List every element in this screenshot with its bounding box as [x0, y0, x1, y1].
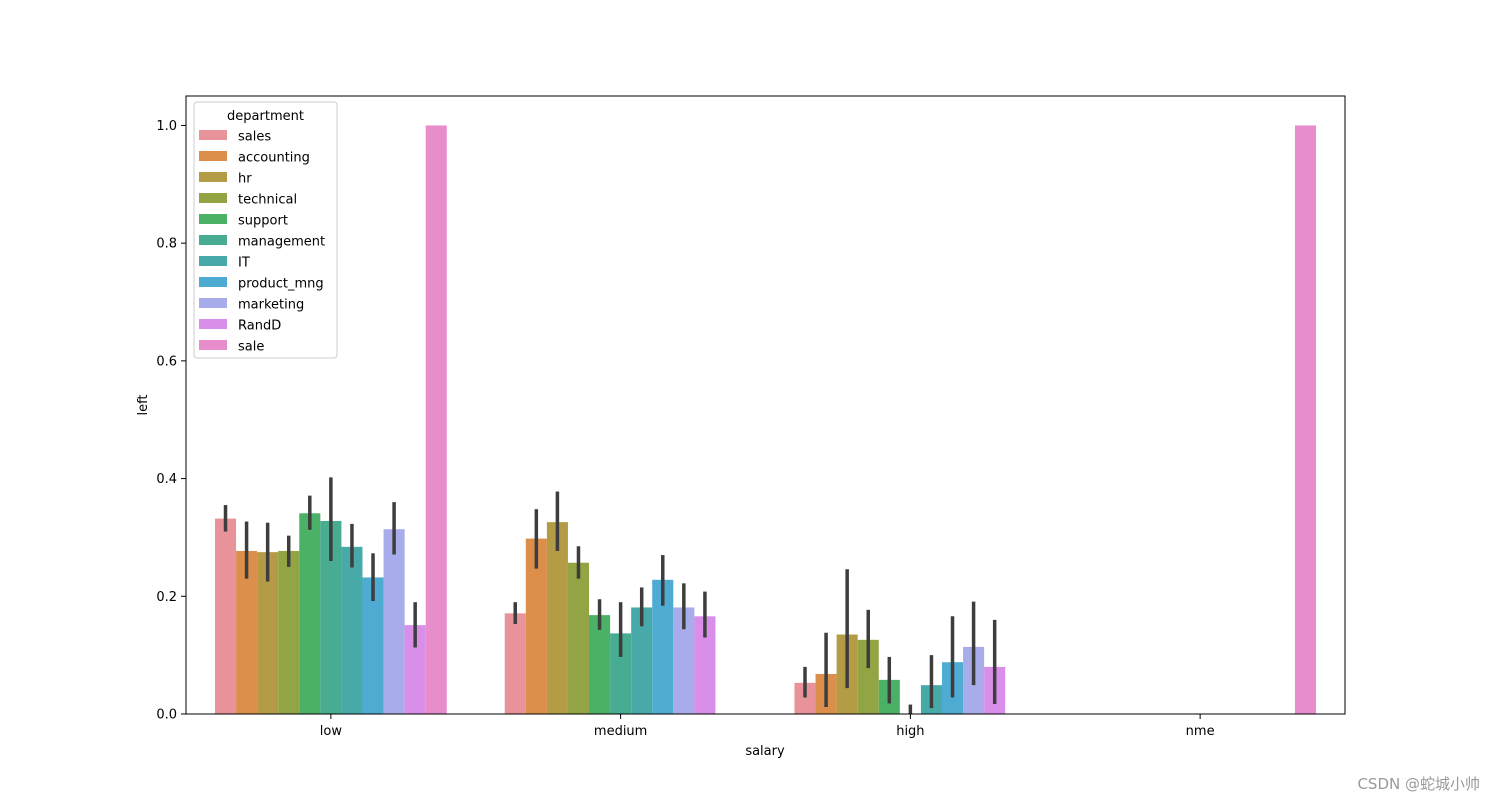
bar-technical-high: [857, 639, 879, 714]
legend-label-hr: hr: [238, 172, 252, 187]
legend-label-sale: sale: [238, 340, 264, 355]
bar-technical-medium: [567, 562, 590, 714]
legend-label-accounting: accounting: [238, 151, 310, 166]
y-axis: 0.0 0.2 0.4 0.6 0.8 1.0: [156, 119, 186, 723]
bar-sales-high: [794, 682, 816, 714]
legend-label-management: management: [238, 235, 325, 250]
legend-swatch-marketing: [199, 298, 227, 308]
bar-accounting-low: [236, 550, 258, 714]
bar-RandD-medium: [694, 616, 716, 714]
bars-layer: [214, 125, 1317, 715]
legend-label-RandD: RandD: [238, 319, 281, 334]
bar-management-medium: [610, 633, 632, 714]
bar-hr-low: [257, 552, 279, 714]
bar-sales-medium: [504, 613, 526, 714]
bar-IT-low: [341, 546, 363, 714]
bar-sale-low: [425, 125, 447, 715]
bar-marketing-medium: [673, 607, 695, 714]
bar-accounting-medium: [525, 538, 547, 714]
x-axis: low medium high nme: [320, 714, 1215, 739]
legend-label-marketing: marketing: [238, 298, 304, 313]
watermark: CSDN @蛇城小帅: [1357, 775, 1480, 793]
legend-swatch-accounting: [199, 151, 227, 161]
y-tick-label: 0.6: [156, 354, 177, 369]
bar-technical-low: [278, 550, 300, 714]
x-tick-label: medium: [594, 724, 647, 739]
legend-label-sales: sales: [238, 130, 271, 145]
bar-support-low: [299, 513, 321, 714]
bar-IT-medium: [631, 607, 653, 714]
legend-box: [193, 101, 338, 359]
legend: department sales accounting hr technical sup…: [193, 101, 338, 359]
legend-label-product_mng: product_mng: [238, 277, 324, 292]
legend-label-IT: IT: [238, 256, 250, 271]
x-tick-label: nme: [1186, 724, 1215, 739]
y-tick-label: 0.2: [156, 590, 177, 605]
bar-RandD-low: [404, 625, 426, 714]
x-tick-label: low: [320, 724, 343, 739]
y-tick-label: 0.4: [156, 472, 177, 487]
bar-product_mng-low: [362, 577, 384, 714]
legend-swatch-sale: [199, 340, 227, 350]
bar-sales-low: [214, 518, 237, 714]
legend-swatch-product_mng: [199, 277, 227, 287]
bar-support-medium: [589, 615, 611, 714]
legend-swatch-IT: [199, 256, 227, 266]
error-bars-layer: [223, 477, 997, 714]
legend-label-support: support: [238, 214, 288, 229]
bar-product_mng-medium: [652, 579, 674, 714]
plot-frame: [185, 95, 1346, 715]
bar-hr-medium: [546, 522, 568, 714]
x-tick-label: high: [896, 724, 924, 739]
legend-swatch-RandD: [199, 319, 227, 329]
y-axis-label: left: [136, 394, 151, 415]
bar-sale-nme: [1294, 125, 1317, 715]
legend-swatch-sales: [199, 130, 227, 140]
y-tick-label: 0.0: [156, 708, 177, 723]
legend-swatch-technical: [199, 193, 227, 203]
y-tick-label: 0.8: [156, 237, 177, 252]
legend-swatch-support: [199, 214, 227, 224]
y-tick-label: 1.0: [156, 119, 177, 134]
legend-swatch-management: [199, 235, 227, 245]
bar-marketing-low: [383, 529, 405, 714]
bar-management-low: [320, 520, 342, 714]
legend-swatch-hr: [199, 172, 227, 182]
legend-title: department: [227, 109, 304, 124]
legend-label-technical: technical: [238, 193, 297, 208]
x-axis-label: salary: [745, 744, 785, 759]
